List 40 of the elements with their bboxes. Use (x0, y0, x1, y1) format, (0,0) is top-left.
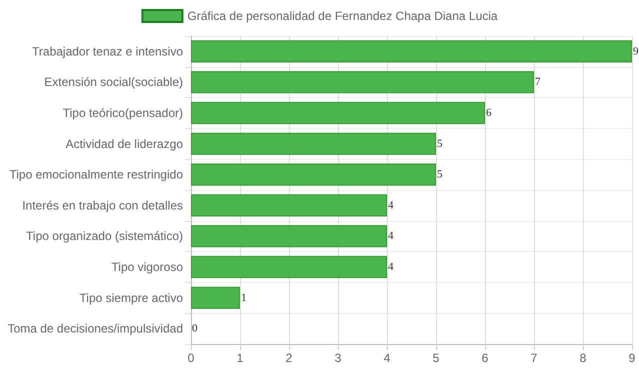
y-tick-label: Tipo siempre activo (79, 290, 184, 305)
y-tick-label: Extensión social(sociable) (44, 75, 183, 90)
x-tick-label: 0 (188, 351, 195, 365)
data-label: 7 (535, 76, 541, 88)
x-tick-label: 6 (482, 351, 489, 365)
x-tick-label: 3 (334, 351, 342, 365)
bar (191, 256, 387, 278)
bar (191, 286, 240, 309)
data-label: 1 (241, 292, 246, 304)
x-tick-label: 2 (286, 351, 293, 365)
x-tick-label: 1 (236, 351, 244, 365)
y-tick-label: Trabajador tenaz e intensivo (32, 44, 184, 58)
x-tick-label: 9 (628, 351, 636, 365)
bar (191, 194, 387, 216)
bar (191, 71, 534, 94)
data-label: 0 (192, 322, 198, 335)
bar (191, 102, 485, 124)
x-tick-label: 7 (530, 351, 538, 365)
y-tick-label: Tipo organizado (sistemático) (26, 229, 183, 244)
data-label: 5 (437, 168, 443, 181)
bar (191, 132, 436, 155)
y-tick-label: Tipo vigoroso (111, 260, 184, 274)
bar (191, 40, 632, 62)
data-label: 4 (388, 230, 394, 242)
y-tick-label: Interés en trabajo con detalles (22, 198, 183, 212)
data-label: 4 (388, 261, 394, 273)
y-tick-label: Toma de decisiones/impulsividad (8, 322, 183, 336)
bar (191, 164, 436, 186)
data-label: 5 (437, 138, 443, 150)
data-label: 6 (486, 107, 492, 119)
bar (191, 225, 387, 248)
data-label: 9 (633, 45, 639, 58)
x-tick-label: 5 (432, 351, 440, 365)
x-tick-label: 4 (384, 351, 391, 365)
y-tick-label: Tipo teórico(pensador) (62, 106, 184, 120)
legend-label: Gráfica de personalidad de Fernandez Chapa Diana Lucia (187, 9, 498, 23)
x-tick-label: 8 (580, 351, 587, 365)
data-label: 4 (388, 199, 394, 212)
y-tick-label: Actividad de liderazgo (66, 136, 184, 151)
y-tick-label: Tipo emocionalmente restringido (9, 168, 184, 182)
